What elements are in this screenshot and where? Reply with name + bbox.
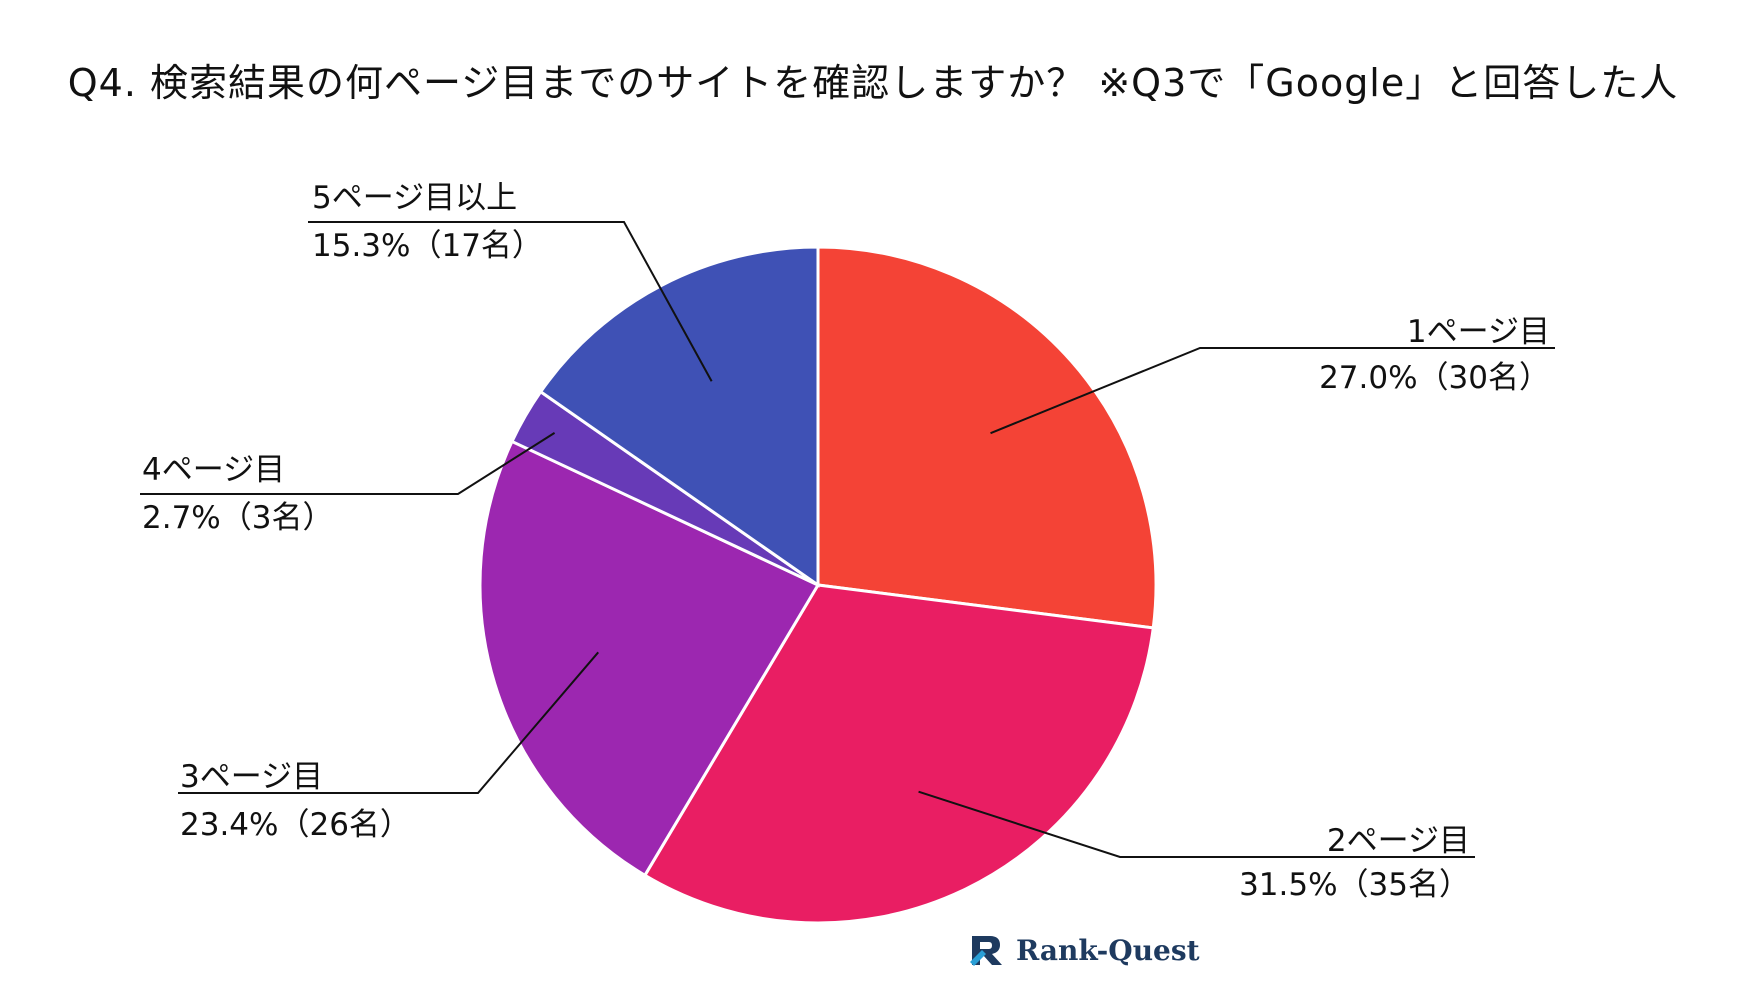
slice-label-name-2: 2ページ目 (1327, 823, 1470, 859)
pie-slice-3 (478, 439, 821, 878)
leader-line-3 (178, 651, 599, 794)
slice-labels: 1ページ目 27.0%（30名） 2ページ目 31.5%（35名） 3ページ目 23.4%… (142, 180, 1550, 903)
slice-label-value-4: 2.7%（3名） (142, 500, 333, 536)
slice-label-value-3: 23.4%（26名） (180, 807, 411, 843)
rank-quest-logo-icon (970, 936, 1002, 966)
pie-slices (478, 245, 1158, 925)
pie-slice-1 (816, 245, 1158, 630)
slice-label-value-1: 27.0%（30名） (1319, 360, 1550, 396)
leader-line-2 (918, 790, 1475, 858)
pie-slice-5 (538, 245, 820, 588)
chart-title: Q4. 検索結果の何ページ目までのサイトを確認しますか？ ※Q3で「Google… (67, 61, 1679, 105)
slice-label-name-3: 3ページ目 (180, 759, 323, 795)
leader-line-5 (308, 221, 713, 382)
slice-label-name-1: 1ページ目 (1407, 314, 1550, 350)
slice-label-value-5: 15.3%（17名） (312, 228, 543, 264)
slice-label-name-5: 5ページ目以上 (312, 180, 517, 216)
leader-lines (140, 221, 1555, 858)
brand-logo: Rank-Quest (968, 930, 1200, 970)
leader-line-4 (140, 432, 556, 495)
pie-slice-2 (642, 583, 1155, 925)
leader-line-1 (990, 347, 1555, 435)
logo-text: Rank-Quest (1016, 933, 1200, 967)
slice-label-value-2: 31.5%（35名） (1239, 867, 1470, 903)
slice-label-name-4: 4ページ目 (142, 452, 285, 488)
